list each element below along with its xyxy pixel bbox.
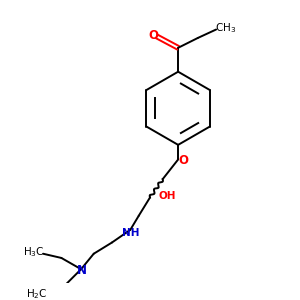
Text: NH: NH bbox=[122, 228, 140, 238]
Text: N: N bbox=[77, 264, 87, 277]
Text: H$_2$C: H$_2$C bbox=[26, 287, 47, 300]
Text: O: O bbox=[178, 154, 188, 167]
Text: H$_3$C: H$_3$C bbox=[23, 245, 45, 259]
Text: OH: OH bbox=[159, 191, 176, 201]
Text: CH$_3$: CH$_3$ bbox=[214, 21, 236, 35]
Text: O: O bbox=[149, 28, 159, 42]
